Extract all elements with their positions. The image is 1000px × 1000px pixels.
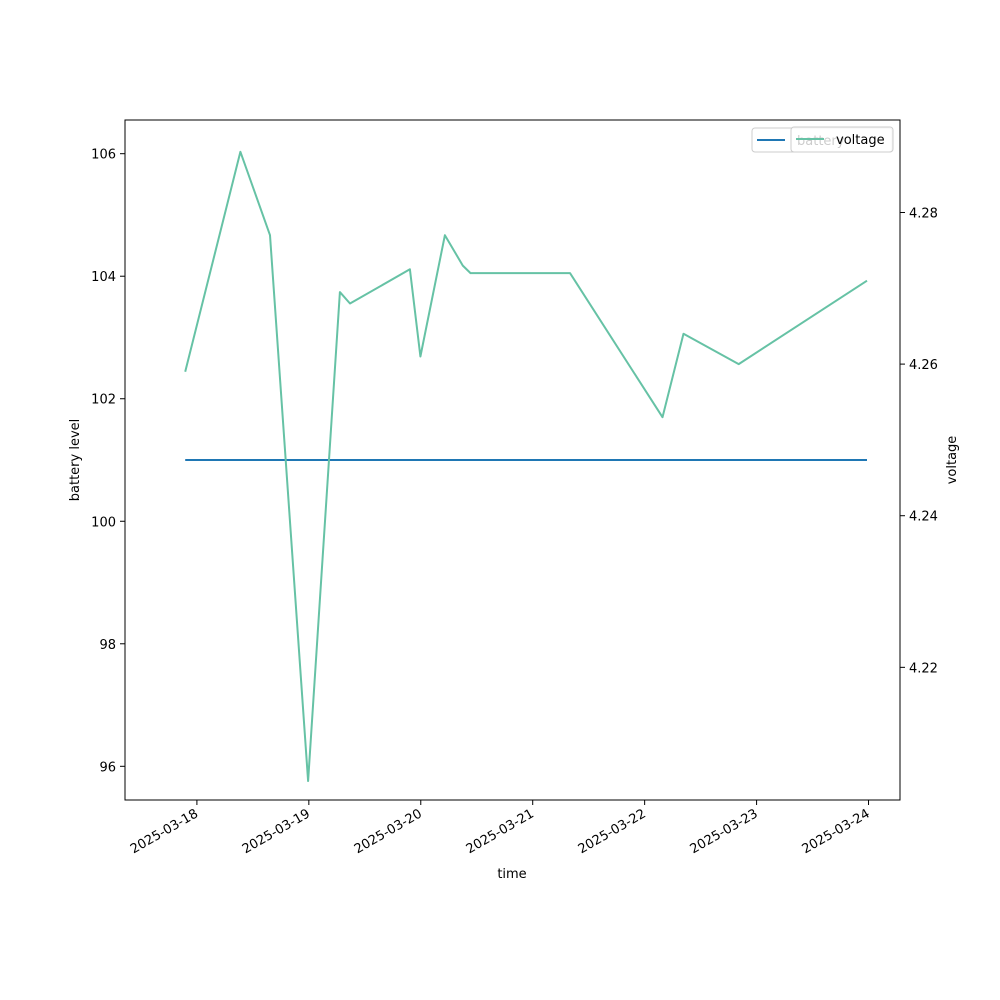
y-tick-label-5: 106: [91, 148, 116, 163]
y2-tick-label-3: 4.28: [909, 206, 938, 221]
y-tick-label-0: 96: [99, 760, 116, 775]
y2-tick-label-1: 4.24: [909, 510, 938, 525]
series-layer: [184, 150, 868, 782]
x-tick-label-0: 2025-03-18: [128, 806, 201, 857]
y-tick-label-2: 100: [91, 515, 116, 530]
y2-axis-label: voltage: [945, 436, 960, 485]
plot-frame: [124, 119, 901, 801]
x-axis-label: time: [497, 867, 526, 882]
axes-frame: [124, 119, 901, 801]
legend-voltage-box: [790, 126, 894, 153]
y-tick-label-3: 102: [91, 393, 116, 408]
x-tick-label-3: 2025-03-21: [464, 806, 537, 857]
legend-voltage-label: voltage: [836, 133, 885, 148]
ticks: 2025-03-18 2025-03-19 2025-03-20 2025-03-21…: [91, 148, 938, 858]
x-tick-label-1: 2025-03-19: [240, 806, 313, 857]
x-tick-label-4: 2025-03-22: [576, 806, 649, 857]
y-tick-label-1: 98: [99, 638, 116, 653]
x-tick-label-6: 2025-03-24: [800, 806, 873, 857]
y2-tick-label-0: 4.22: [909, 661, 938, 676]
legend-voltage: voltage: [790, 126, 894, 153]
series-line-voltage: [184, 150, 868, 782]
x-tick-label-5: 2025-03-23: [688, 806, 761, 857]
x-tick-label-2: 2025-03-20: [352, 806, 425, 857]
y-axis-label: battery level: [68, 419, 83, 502]
y-tick-label-4: 104: [91, 270, 116, 285]
y2-tick-label-2: 4.26: [909, 358, 938, 373]
